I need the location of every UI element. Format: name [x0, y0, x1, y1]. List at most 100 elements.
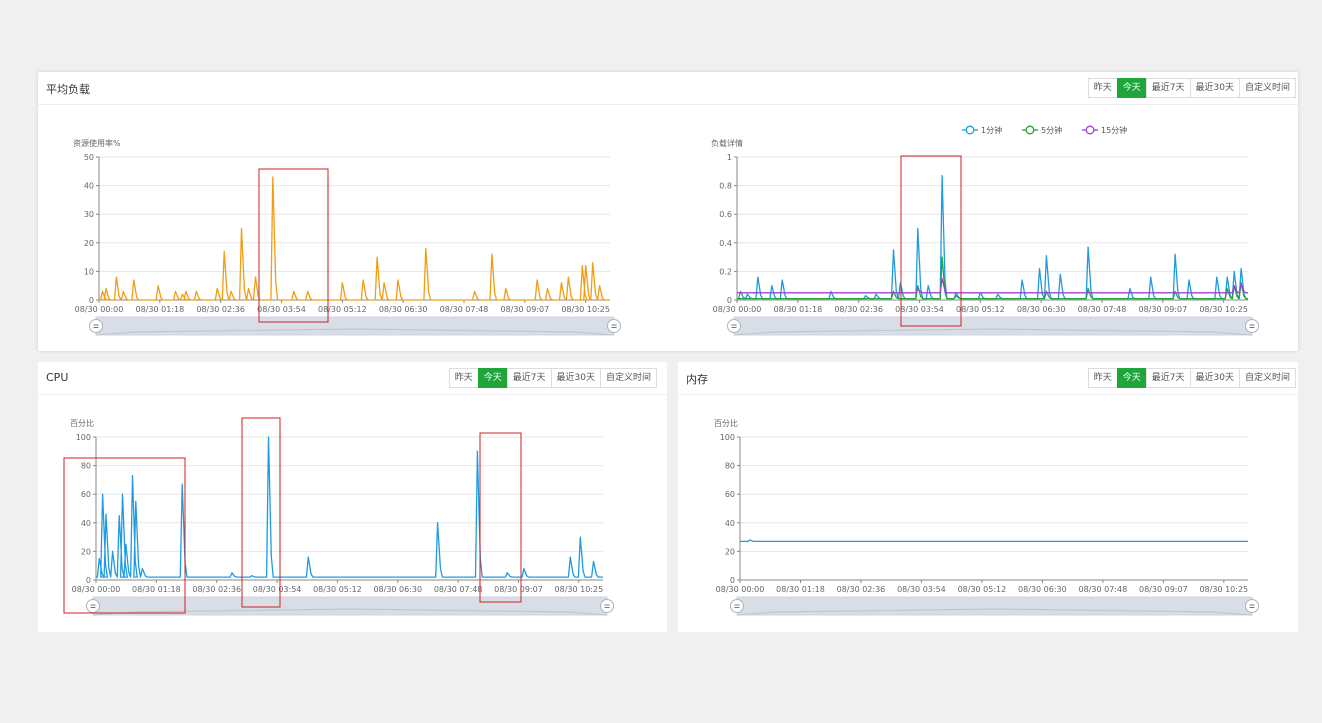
- memory-panel-header: 内存 昨天 今天 最近7天 最近30天 自定义时间: [678, 362, 1298, 395]
- resource-zoom-slider[interactable]: [89, 316, 621, 336]
- y-tick-label: 60: [81, 490, 91, 499]
- zoom-handle-right[interactable]: [1245, 599, 1259, 613]
- y-tick-label: 0: [727, 296, 732, 305]
- x-tick-label: 08/30 07:48: [440, 305, 489, 314]
- series-line-1分钟: [737, 174, 1248, 300]
- legend-label: 15分钟: [1101, 125, 1127, 135]
- zoom-handle-right[interactable]: [1245, 319, 1259, 333]
- highlight-box-load-spike: [900, 155, 962, 327]
- x-tick-label: 08/30 03:54: [257, 305, 306, 314]
- x-tick-label: 08/30 00:00: [75, 305, 124, 314]
- x-tick-label: 08/30 07:48: [1079, 585, 1128, 594]
- memory-chart: 百分比 0 20 40 60 80 100 08/30 00:00 08/30 01:18 08/…: [714, 418, 1259, 616]
- range-button-3[interactable]: 最近30天: [1189, 368, 1240, 388]
- series-line-5分钟: [737, 256, 1248, 300]
- cpu-panel-header: CPU 昨天 今天 最近7天 最近30天 自定义时间: [38, 362, 667, 395]
- memory-panel-title: 内存: [686, 373, 708, 386]
- x-tick-label: 08/30 10:25: [1199, 305, 1248, 314]
- range-button-2[interactable]: 最近7天: [1145, 78, 1191, 98]
- y-tick-label: 60: [725, 490, 735, 499]
- zoom-handle-left[interactable]: [730, 599, 744, 613]
- y-tick-label: 0.2: [719, 267, 732, 276]
- cpu-chart-area: 百分比 0 20 40 60 80 100 08/30 00:00 08/30 01:18 08/…: [70, 418, 603, 594]
- x-tick-label: 08/30 06:30: [373, 585, 422, 594]
- legend-swatch-marker: [965, 125, 975, 135]
- zoom-slider-preview: [736, 608, 1253, 616]
- legend-label: 1分钟: [981, 125, 1002, 135]
- x-tick-label: 08/30 09:07: [1139, 305, 1188, 314]
- y-axis-label: 百分比: [714, 418, 738, 428]
- cpu-zoom-slider[interactable]: [86, 596, 614, 616]
- zoom-handle-left[interactable]: [89, 319, 103, 333]
- range-button-4[interactable]: 自定义时间: [1238, 368, 1296, 388]
- y-tick-label: 40: [84, 182, 94, 191]
- memory-range-buttons: 昨天 今天 最近7天 最近30天 自定义时间: [1087, 368, 1296, 388]
- load-chart-area: 负载详情 0 0.2 0.4 0.6 0.8 1 08/30 00:00 08/30 01:18…: [711, 138, 1248, 314]
- y-tick-label: 100: [720, 433, 735, 442]
- x-tick-label: 08/30 05:12: [956, 305, 1005, 314]
- x-tick-label: 08/30 03:54: [897, 585, 946, 594]
- range-button-2[interactable]: 最近7天: [1145, 368, 1191, 388]
- resource-chart-area: 资源使用率% 0 10 20 30 40 50 08/30 00:00 08/30 01:18 0…: [73, 138, 610, 314]
- zoom-handle-knob: [1245, 319, 1259, 333]
- zoom-slider-track: [95, 316, 615, 336]
- load-panel: 平均负载 昨天 今天 最近7天 最近30天 自定义时间 资源使用率% 0 10 20 30 40 5…: [38, 72, 1298, 351]
- mem-zoom-slider[interactable]: [730, 596, 1259, 616]
- series-line-mem: [740, 539, 1248, 543]
- x-tick-label: 08/30 02:36: [837, 585, 886, 594]
- x-tick-label: 08/30 02:36: [196, 305, 245, 314]
- legend-item-1[interactable]: 5分钟: [1022, 125, 1062, 135]
- zoom-handle-left[interactable]: [727, 319, 741, 333]
- y-tick-label: 0.8: [719, 182, 732, 191]
- highlight-box-cpu-peak: [241, 417, 281, 608]
- load-zoom-slider[interactable]: [727, 316, 1259, 336]
- load-range-buttons: 昨天 今天 最近7天 最近30天 自定义时间: [1087, 78, 1296, 98]
- range-button-4[interactable]: 自定义时间: [1238, 78, 1296, 98]
- legend-swatch-marker: [1025, 125, 1035, 135]
- y-tick-label: 0: [86, 576, 91, 585]
- range-button-1[interactable]: 今天: [477, 368, 508, 388]
- legend-item-0[interactable]: 1分钟: [962, 125, 1002, 135]
- y-tick-label: 20: [725, 547, 735, 556]
- y-axis-label: 百分比: [70, 418, 94, 428]
- cpu-range-buttons: 昨天 今天 最近7天 最近30天 自定义时间: [448, 368, 657, 388]
- range-button-0[interactable]: 昨天: [448, 368, 479, 388]
- x-tick-label: 08/30 05:12: [318, 305, 367, 314]
- y-tick-label: 0: [730, 576, 735, 585]
- memory-panel: 内存 昨天 今天 最近7天 最近30天 自定义时间 百分比 0 20 40 60 80 100 08/…: [678, 362, 1298, 632]
- legend-item-2[interactable]: 15分钟: [1082, 125, 1127, 135]
- x-tick-label: 08/30 05:12: [313, 585, 362, 594]
- mem-chart-area: 百分比 0 20 40 60 80 100 08/30 00:00 08/30 01:18 08/…: [714, 418, 1248, 594]
- x-tick-label: 08/30 00:00: [713, 305, 762, 314]
- zoom-handle-knob: [730, 599, 744, 613]
- x-tick-label: 08/30 07:48: [434, 585, 483, 594]
- zoom-handle-knob: [600, 599, 614, 613]
- y-tick-label: 100: [76, 433, 91, 442]
- y-tick-label: 80: [81, 462, 91, 471]
- x-tick-label: 08/30 01:18: [774, 305, 823, 314]
- x-tick-label: 08/30 06:30: [1017, 305, 1066, 314]
- range-button-1[interactable]: 今天: [1116, 78, 1147, 98]
- x-tick-label: 08/30 10:25: [1199, 585, 1248, 594]
- range-button-4[interactable]: 自定义时间: [599, 368, 657, 388]
- zoom-slider-track: [92, 596, 608, 616]
- x-tick-label: 08/30 09:07: [1139, 585, 1188, 594]
- zoom-handle-right[interactable]: [600, 599, 614, 613]
- load-panel-title: 平均负载: [46, 83, 90, 96]
- x-tick-label: 08/30 01:18: [132, 585, 181, 594]
- zoom-handle-left[interactable]: [86, 599, 100, 613]
- x-tick-label: 08/30 03:54: [895, 305, 944, 314]
- y-axis-label: 资源使用率%: [73, 138, 121, 148]
- range-button-3[interactable]: 最近30天: [1189, 78, 1240, 98]
- cpu-chart: 百分比 0 20 40 60 80 100 08/30 00:00 08/30 01:18 08/…: [63, 417, 614, 616]
- zoom-handle-knob: [607, 319, 621, 333]
- zoom-handle-knob: [86, 599, 100, 613]
- y-tick-label: 80: [725, 462, 735, 471]
- y-tick-label: 0: [89, 296, 94, 305]
- zoom-handle-right[interactable]: [607, 319, 621, 333]
- x-tick-label: 08/30 06:30: [1018, 585, 1067, 594]
- x-tick-label: 08/30 01:18: [136, 305, 185, 314]
- y-tick-label: 10: [84, 267, 94, 276]
- x-tick-label: 08/30 03:54: [253, 585, 302, 594]
